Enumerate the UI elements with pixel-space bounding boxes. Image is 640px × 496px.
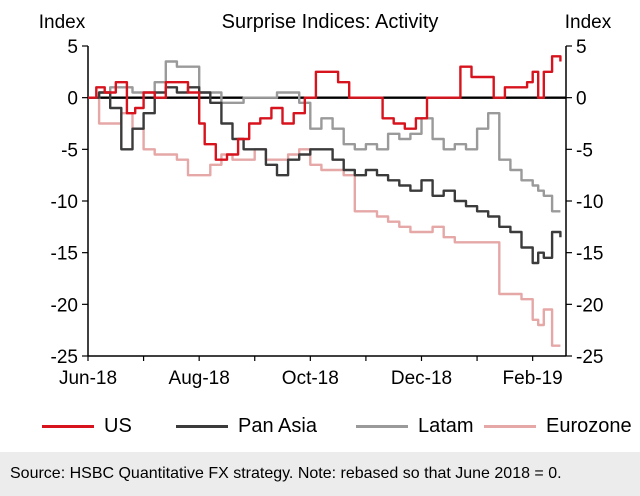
series-line-us — [88, 55, 562, 161]
source-note-text: Source: HSBC Quantitative FX strategy. N… — [10, 465, 562, 482]
legend-label-us: US — [104, 414, 132, 437]
y-tick-label-right: 0 — [576, 89, 587, 110]
legend: US Pan Asia Latam Eurozone — [0, 408, 640, 444]
y-tick-label-left: -15 — [51, 244, 78, 265]
y-tick-label-right: -20 — [576, 295, 603, 316]
y-tick-label-right: -5 — [576, 140, 593, 161]
x-tick-label: Jun-18 — [59, 368, 117, 389]
legend-swatch-pan-asia — [176, 424, 228, 428]
legend-swatch-latam — [356, 424, 408, 428]
legend-item-us: US — [42, 408, 132, 444]
y-axis-label-left: Index — [39, 12, 86, 33]
legend-swatch-us — [42, 424, 94, 428]
x-tick-label: Aug-18 — [169, 368, 230, 389]
y-tick-label-left: 5 — [67, 37, 78, 58]
x-tick-label: Feb-19 — [503, 368, 563, 389]
chart-title: Surprise Indices: Activity — [222, 11, 439, 33]
x-tick-label: Dec-18 — [391, 368, 452, 389]
legend-label-pan-asia: Pan Asia — [238, 414, 317, 437]
y-tick-label-left: -10 — [51, 192, 78, 213]
chart: Surprise Indices: Activity Index Index 5… — [39, 11, 612, 389]
source-note: Source: HSBC Quantitative FX strategy. N… — [0, 452, 640, 496]
legend-swatch-eurozone — [484, 424, 536, 428]
y-tick-label-right: -15 — [576, 244, 603, 265]
legend-item-eurozone: Eurozone — [484, 408, 632, 444]
y-tick-label-left: 0 — [67, 89, 78, 110]
legend-label-latam: Latam — [418, 414, 474, 437]
series-layer — [88, 55, 562, 347]
y-tick-label-left: -25 — [51, 347, 78, 368]
x-tick-label: Oct-18 — [282, 368, 339, 389]
y-tick-label-left: -20 — [51, 295, 78, 316]
y-axis-label-right: Index — [565, 12, 612, 33]
legend-label-eurozone: Eurozone — [546, 414, 632, 437]
y-tick-label-left: -5 — [61, 140, 78, 161]
series-line-pan-asia — [88, 86, 562, 265]
legend-item-latam: Latam — [356, 408, 474, 444]
y-tick-label-right: -10 — [576, 192, 603, 213]
legend-item-pan-asia: Pan Asia — [176, 408, 317, 444]
y-tick-label-right: 5 — [576, 37, 587, 58]
series-line-eurozone — [88, 96, 561, 347]
series-line-latam — [88, 60, 561, 213]
y-tick-label-right: -25 — [576, 347, 603, 368]
